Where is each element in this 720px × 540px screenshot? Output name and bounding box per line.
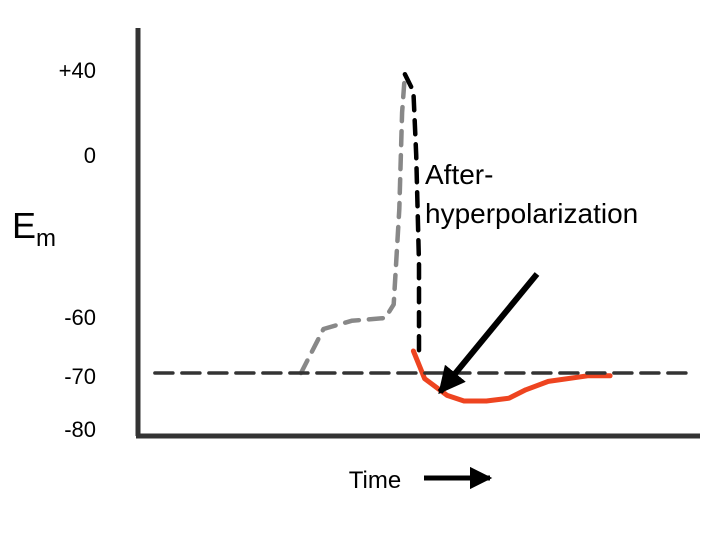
series-line-1	[402, 72, 422, 354]
annotation-line-1: After-	[425, 159, 493, 190]
y-axis-label-sub: m	[36, 225, 56, 252]
x-axis-label: Time	[349, 467, 401, 494]
y-axis-label: Em	[12, 205, 56, 252]
series-line-0	[298, 72, 408, 376]
annotation-arrow	[437, 272, 540, 395]
y-axis-label-main: E	[12, 205, 36, 246]
annotation-line-2: hyperpolarization	[425, 198, 638, 229]
y-tick-label: -80	[64, 417, 96, 442]
y-tick-label: -60	[64, 305, 96, 330]
series-layer	[153, 72, 691, 404]
series-line-2	[410, 348, 613, 404]
y-tick-label: -70	[64, 364, 96, 389]
y-tick-label: 0	[84, 143, 96, 168]
y-tick-label: +40	[59, 58, 96, 83]
